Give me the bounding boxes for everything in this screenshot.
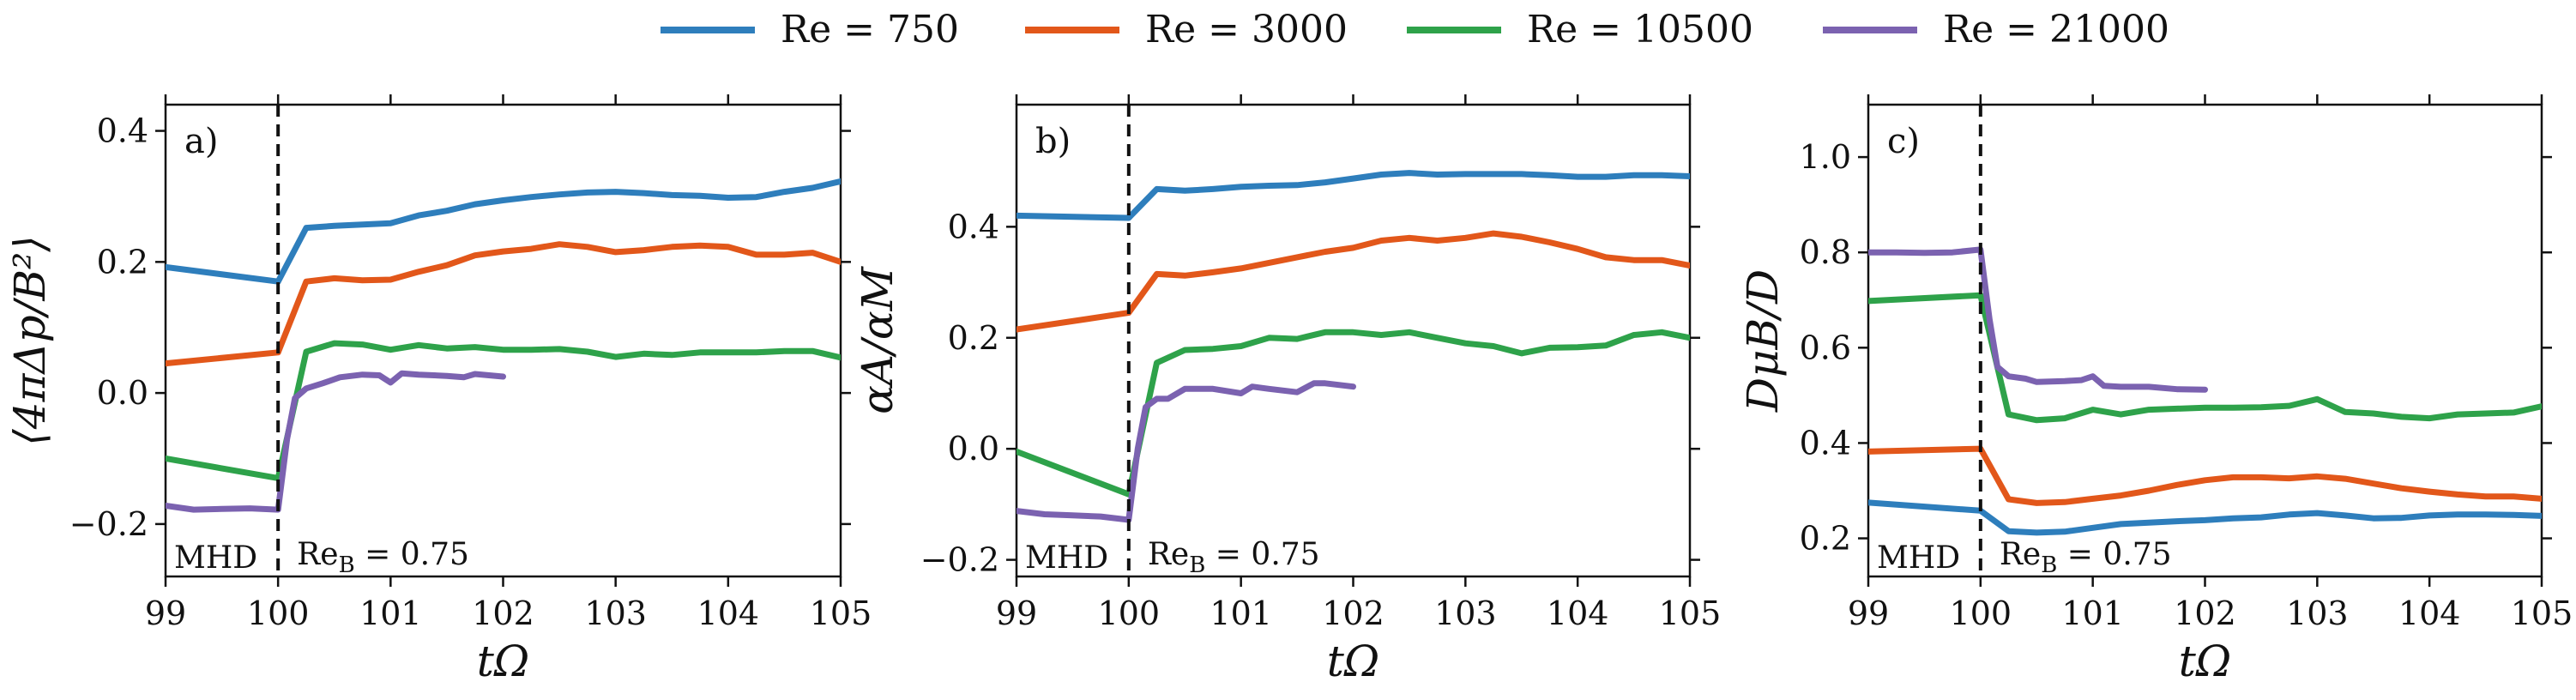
y-axis-label: DμB/D: [1738, 269, 1788, 413]
y-tick-label: 0.4: [97, 112, 148, 150]
y-tick-label: 0.2: [1800, 520, 1851, 558]
legend-entry: Re = 21000: [1823, 8, 2169, 51]
legend-entry: Re = 10500: [1407, 8, 1753, 51]
y-tick-label: −0.2: [69, 505, 148, 543]
y-tick-label: −0.2: [920, 541, 999, 579]
legend-label: Re = 10500: [1527, 8, 1753, 51]
x-axis-label: tΩ: [2179, 637, 2232, 686]
panel-label: a): [184, 122, 218, 161]
y-tick-label: 0.0: [948, 430, 999, 468]
x-tick-label: 100: [1950, 594, 2012, 632]
y-tick-label: 1.0: [1800, 138, 1851, 176]
legend: Re = 750 Re = 3000 Re = 10500 Re = 21000: [661, 8, 2169, 51]
series-line: [1868, 246, 2208, 393]
reb-value: = 0.75: [355, 537, 469, 572]
x-axis-label: tΩ: [477, 637, 530, 686]
x-axis-label: tΩ: [1327, 637, 1380, 686]
reb-subscript: B: [339, 552, 355, 578]
panel-label: c): [1887, 122, 1920, 161]
mhd-annotation: MHD: [174, 540, 257, 576]
reb-subscript: B: [1189, 552, 1205, 578]
panel-b: 99 100 101 102 103 104 105 −0.2 0.0 0.2 0.4 tΩ αA/αM…: [853, 94, 1721, 686]
x-tick-label: 101: [2061, 594, 2124, 632]
panel-c: 99 100 101 102 103 104 105 0.2 0.4 0.6 0.8 1.0 tΩ DμB…: [1738, 94, 2573, 686]
series-line: [1868, 445, 2542, 506]
series-line: [1017, 170, 1690, 221]
axes-frame: [1867, 103, 2543, 578]
series-line: [166, 370, 506, 513]
series-line: [1017, 230, 1690, 333]
reb-value: = 0.75: [2057, 537, 2171, 572]
series-line: [1017, 380, 1356, 523]
y-tick-label: 0.6: [1800, 329, 1851, 366]
x-tick-label: 104: [2398, 594, 2461, 632]
y-tick-label: 0.4: [1800, 424, 1851, 462]
series-line: [166, 178, 841, 285]
y-axis-label: αA/αM: [853, 265, 902, 413]
series-line: [1017, 329, 1690, 498]
legend-label: Re = 750: [781, 8, 959, 51]
x-tick-label: 105: [2511, 594, 2573, 632]
y-axis-label: ⟨4πΔp/B²⟩: [5, 235, 55, 445]
reb-text: Re: [1148, 537, 1189, 572]
panel-label: b): [1035, 122, 1071, 161]
y-tick-label: 0.2: [97, 243, 148, 281]
x-tick-label: 105: [810, 594, 872, 632]
x-tick-label: 100: [1098, 594, 1161, 632]
panel-a: 99 100 101 102 103 104 105 −0.2 0.0 0.2 0.4 tΩ ⟨4πΔp…: [5, 94, 872, 686]
x-tick-label: 102: [472, 594, 534, 632]
reb-text: Re: [297, 537, 338, 572]
reb-subscript: B: [2041, 552, 2057, 578]
x-tick-label: 99: [1848, 594, 1889, 632]
series-line: [1868, 292, 2542, 424]
legend-entry: Re = 3000: [1025, 8, 1348, 51]
reb-annotation: ReB = 0.75: [297, 537, 469, 578]
x-tick-label: 105: [1659, 594, 1722, 632]
legend-label: Re = 21000: [1943, 8, 2169, 51]
x-tick-label: 103: [1434, 594, 1497, 632]
x-tick-label: 104: [697, 594, 760, 632]
axes-frame: [164, 103, 842, 578]
x-tick-label: 104: [1547, 594, 1609, 632]
reb-text: Re: [2000, 537, 2041, 572]
x-tick-label: 99: [145, 594, 186, 632]
y-tick-label: 0.4: [948, 208, 999, 245]
y-tick-label: 0.0: [97, 374, 148, 412]
x-tick-label: 102: [1322, 594, 1385, 632]
mhd-annotation: MHD: [1877, 540, 1960, 576]
y-tick-label: 0.2: [948, 319, 999, 357]
reb-annotation: ReB = 0.75: [2000, 537, 2172, 578]
mhd-annotation: MHD: [1025, 540, 1108, 576]
x-tick-label: 101: [1210, 594, 1272, 632]
series-line: [166, 340, 841, 481]
x-tick-label: 100: [247, 594, 310, 632]
x-tick-label: 102: [2174, 594, 2236, 632]
legend-entry: Re = 750: [661, 8, 959, 51]
legend-label: Re = 3000: [1145, 8, 1348, 51]
x-tick-label: 103: [584, 594, 647, 632]
x-tick-label: 101: [359, 594, 422, 632]
y-tick-label: 0.8: [1800, 233, 1851, 271]
x-tick-label: 103: [2286, 594, 2349, 632]
x-tick-label: 99: [996, 594, 1037, 632]
series-line: [166, 241, 841, 367]
reb-annotation: ReB = 0.75: [1148, 537, 1320, 578]
reb-value: = 0.75: [1205, 537, 1319, 572]
series-line: [1868, 499, 2542, 536]
